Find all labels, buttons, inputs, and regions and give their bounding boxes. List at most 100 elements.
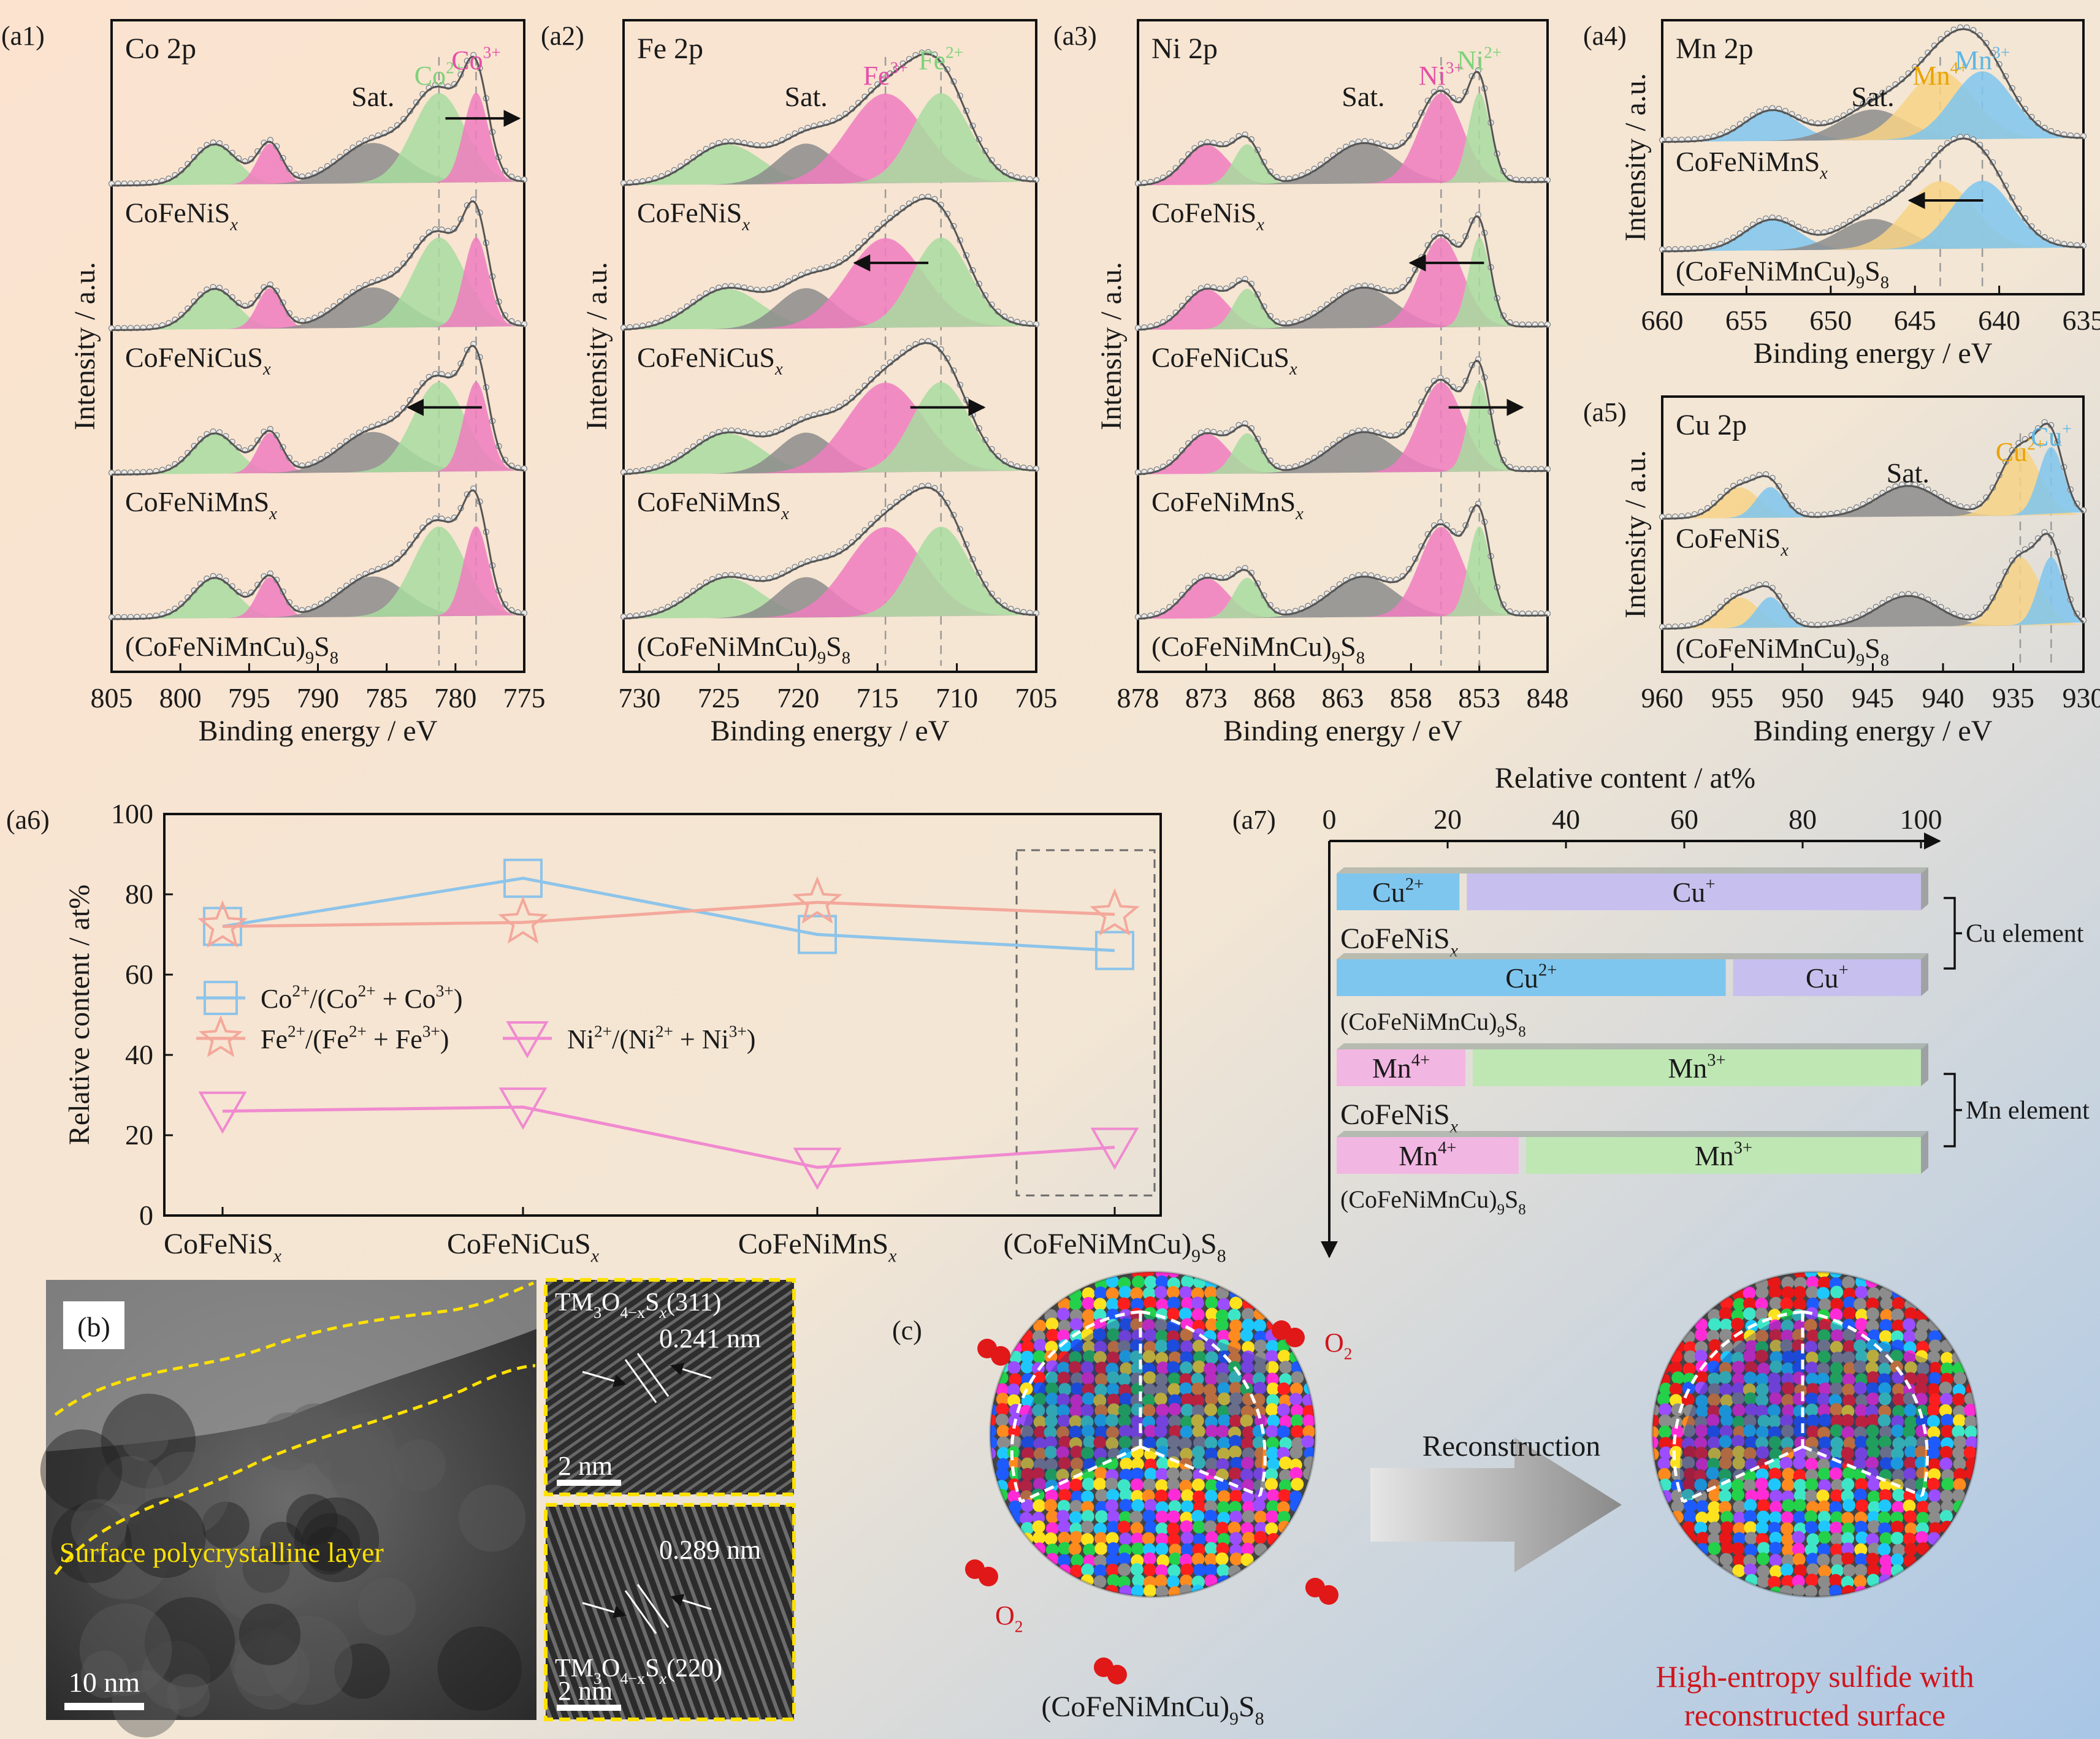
atom bbox=[1167, 1447, 1180, 1460]
atom bbox=[1180, 1543, 1194, 1556]
atom bbox=[1071, 1490, 1084, 1504]
atom bbox=[1819, 1414, 1832, 1427]
atom bbox=[1179, 1373, 1193, 1387]
atom bbox=[1254, 1531, 1267, 1544]
atom bbox=[1830, 1532, 1844, 1546]
atom bbox=[1267, 1489, 1280, 1502]
atom bbox=[1069, 1511, 1082, 1524]
atom bbox=[1805, 1573, 1819, 1587]
atom bbox=[1744, 1531, 1758, 1545]
atom bbox=[1769, 1531, 1782, 1545]
atom bbox=[1892, 1297, 1905, 1311]
atom bbox=[1204, 1339, 1218, 1352]
fitted-peak bbox=[226, 433, 313, 474]
atom bbox=[1732, 1456, 1746, 1470]
atom bbox=[1866, 1392, 1880, 1406]
sample-label: (CoFeNiMnCu)9S8 bbox=[1340, 1008, 1526, 1040]
atom bbox=[1718, 1490, 1732, 1503]
atom bbox=[1744, 1403, 1758, 1417]
peak-label: Fe2+ bbox=[918, 44, 963, 75]
atom bbox=[1816, 1372, 1830, 1386]
stacked-bar-segment bbox=[1337, 873, 1460, 910]
atom bbox=[1132, 1275, 1145, 1288]
atom bbox=[1928, 1339, 1942, 1353]
atom bbox=[1830, 1382, 1843, 1396]
atom bbox=[1842, 1340, 1856, 1353]
atom bbox=[1265, 1468, 1278, 1482]
atom bbox=[1105, 1275, 1119, 1288]
atom bbox=[1866, 1573, 1880, 1587]
atom bbox=[1743, 1349, 1756, 1363]
atom bbox=[1119, 1309, 1132, 1322]
atom bbox=[1215, 1309, 1229, 1323]
o2-label: O2 bbox=[995, 1600, 1023, 1635]
atom bbox=[1732, 1434, 1745, 1448]
atom bbox=[1242, 1319, 1255, 1332]
atom bbox=[1928, 1458, 1941, 1472]
fitted-peak bbox=[1800, 596, 2017, 628]
nanoparticle bbox=[259, 1521, 304, 1566]
x-tick-label: 725 bbox=[698, 682, 740, 713]
atom bbox=[1080, 1415, 1094, 1429]
atom bbox=[1289, 1393, 1303, 1406]
atom bbox=[1928, 1361, 1942, 1375]
atom bbox=[1167, 1272, 1180, 1278]
atom bbox=[1155, 1467, 1169, 1481]
atom bbox=[1241, 1437, 1254, 1450]
atom bbox=[1033, 1382, 1047, 1395]
atom bbox=[1204, 1553, 1218, 1566]
fitted-peak bbox=[137, 433, 292, 474]
atom bbox=[1144, 1276, 1158, 1289]
atom bbox=[1757, 1542, 1771, 1555]
atom bbox=[1733, 1553, 1746, 1567]
atom bbox=[1242, 1350, 1255, 1364]
atom bbox=[1793, 1499, 1806, 1512]
atom bbox=[1964, 1415, 1977, 1429]
atom bbox=[1830, 1329, 1844, 1342]
atom bbox=[1070, 1394, 1083, 1407]
atom bbox=[1768, 1382, 1781, 1395]
atom bbox=[1058, 1383, 1072, 1396]
sphere-edge bbox=[989, 1271, 1316, 1598]
atom bbox=[1191, 1553, 1205, 1566]
atom bbox=[1880, 1457, 1893, 1471]
atom bbox=[1744, 1361, 1758, 1374]
atom bbox=[1781, 1276, 1795, 1290]
atom bbox=[1831, 1352, 1844, 1365]
atom bbox=[1806, 1351, 1819, 1364]
x-tick-label: 80 bbox=[1789, 804, 1817, 835]
sphere-edge bbox=[1651, 1271, 1979, 1598]
measure-arrow bbox=[582, 1602, 627, 1618]
panel-title: Ni 2p bbox=[1151, 32, 1218, 65]
atom bbox=[1866, 1371, 1880, 1384]
atom bbox=[1782, 1467, 1795, 1481]
atom bbox=[1265, 1350, 1278, 1363]
atom bbox=[1155, 1532, 1169, 1546]
stacked-bar-segment bbox=[1337, 1137, 1519, 1174]
atom bbox=[1866, 1382, 1880, 1395]
atom bbox=[1719, 1456, 1732, 1470]
hrtem-inset bbox=[546, 1280, 794, 1494]
atom bbox=[1168, 1351, 1182, 1364]
atom bbox=[1842, 1373, 1855, 1387]
atom bbox=[1193, 1456, 1206, 1469]
panel-tag: (b) bbox=[77, 1311, 110, 1342]
atom bbox=[1229, 1296, 1243, 1310]
atom bbox=[1866, 1553, 1879, 1566]
atom bbox=[1682, 1382, 1695, 1395]
atom bbox=[1155, 1339, 1168, 1353]
atom bbox=[1082, 1341, 1096, 1354]
atom bbox=[1142, 1532, 1155, 1545]
atom bbox=[1684, 1341, 1697, 1355]
atom bbox=[1081, 1447, 1094, 1460]
atom bbox=[1229, 1490, 1243, 1503]
atom bbox=[1180, 1393, 1194, 1406]
atom bbox=[1779, 1456, 1793, 1470]
atom bbox=[1806, 1414, 1820, 1428]
fitted-peak bbox=[257, 143, 489, 185]
atom bbox=[1819, 1382, 1832, 1396]
cutaway bbox=[1017, 1312, 1140, 1502]
atom bbox=[1069, 1425, 1082, 1439]
atom bbox=[1007, 1394, 1020, 1407]
atom bbox=[1021, 1499, 1034, 1512]
